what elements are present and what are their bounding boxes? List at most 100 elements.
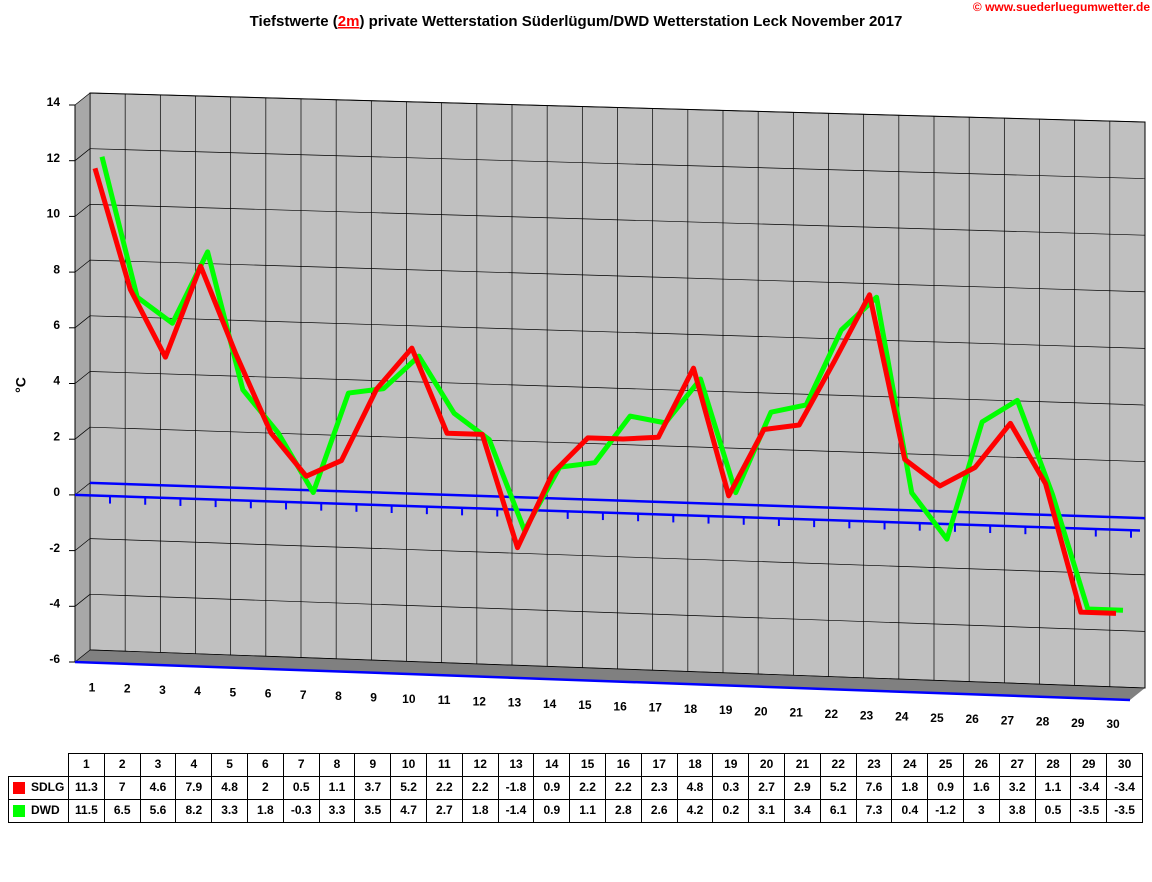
table-value: 7 — [103, 776, 141, 800]
grid-line — [89, 315, 1146, 349]
table-header: 15 — [569, 753, 606, 777]
grid-line — [89, 259, 1146, 293]
table-header: 1 — [68, 753, 105, 777]
zero-axis-front — [74, 493, 1141, 532]
table-header-text: 9 — [369, 757, 377, 771]
table-value: 2.7 — [426, 799, 463, 823]
x-tick-label: 6 — [265, 687, 272, 701]
table-value: 5.6 — [139, 799, 177, 823]
table-value: 2.2 — [426, 776, 463, 800]
table-value: 1.6 — [963, 776, 1000, 800]
y-tick-label: 2 — [53, 429, 60, 443]
wall-grid-line — [74, 482, 91, 496]
x-tick-label: 25 — [930, 711, 944, 725]
grid-line — [89, 426, 1146, 462]
table-value: 3.7 — [354, 776, 392, 800]
x-tick-label: 21 — [789, 706, 803, 720]
table-value-text: 4.2 — [686, 803, 704, 817]
y-tick-label: 0 — [53, 485, 60, 499]
wall-grid-line — [74, 538, 91, 551]
table-value: 2.2 — [605, 776, 642, 800]
table-header-text: 4 — [190, 757, 198, 771]
table-header-text: 16 — [616, 757, 631, 771]
table-value-text: 5.2 — [829, 780, 847, 794]
table-value-text: 3.4 — [794, 803, 811, 817]
table-header-text: 6 — [262, 757, 269, 771]
table-value-text: 0.5 — [1044, 803, 1062, 817]
table-value: 2.7 — [748, 776, 785, 800]
table-header-text: 26 — [974, 757, 989, 771]
x-tick-label: 22 — [825, 707, 839, 721]
table-value: 1.1 — [1034, 776, 1072, 800]
table-header: 25 — [927, 753, 964, 777]
table-value-text: 11.3 — [75, 780, 98, 794]
table-value: -0.3 — [282, 799, 320, 823]
table-value-text: 3.2 — [1008, 780, 1026, 794]
table-value-text: 0.9 — [543, 780, 561, 794]
grid-line — [89, 649, 1146, 689]
table-value: 2.8 — [605, 799, 642, 823]
table-value-text: 2.2 — [615, 780, 632, 794]
x-tick-label: 2 — [124, 682, 131, 696]
table-value-text: 1.1 — [579, 803, 596, 817]
table-header: 3 — [139, 753, 177, 777]
copyright: © www.suederluegumwetter.de — [973, 0, 1150, 14]
x-tick-label: 18 — [684, 702, 698, 716]
table-header: 28 — [1034, 753, 1072, 777]
table-value: 7.6 — [855, 776, 893, 800]
table-value: 4.8 — [676, 776, 714, 800]
grid-line — [89, 538, 1146, 576]
title-prefix: Tiefstwerte ( — [250, 13, 338, 30]
x-tick-label: 28 — [1036, 715, 1050, 729]
y-tick-label: 12 — [47, 151, 61, 165]
table-value: 0.2 — [712, 799, 750, 823]
table-value: 3.1 — [748, 799, 785, 823]
table-value: 2.6 — [640, 799, 678, 823]
x-tick-label: 4 — [194, 684, 201, 698]
x-tick-label: 16 — [613, 699, 627, 713]
table-header: 8 — [318, 753, 356, 777]
legend-entry: SDLG — [8, 776, 69, 800]
table-header-text: 14 — [545, 757, 559, 771]
table-header-text: 19 — [724, 757, 738, 771]
wall-grid-line — [74, 92, 91, 106]
table-value: 2.2 — [461, 776, 499, 800]
x-tick-label: 12 — [473, 694, 487, 708]
x-tick-label: 10 — [402, 692, 416, 706]
table-header: 27 — [998, 753, 1036, 777]
table-header-text: 27 — [1010, 757, 1024, 771]
table-value: -3.4 — [1070, 776, 1108, 800]
x-axis — [74, 660, 1131, 702]
table-header: 20 — [748, 753, 785, 777]
table-header-text: 10 — [401, 757, 416, 771]
table-value-text: 3 — [978, 803, 985, 817]
table-value-text: 1.8 — [257, 803, 274, 817]
wall-grid-line — [74, 594, 91, 607]
table-header-text: 8 — [333, 757, 341, 771]
table-value: 0.5 — [1034, 799, 1072, 823]
table-header-text: 22 — [831, 757, 845, 771]
table-value-text: 2.2 — [436, 780, 453, 794]
wall-grid-line — [74, 315, 91, 329]
x-tick-label: 15 — [578, 698, 592, 712]
y-tick-label: 4 — [53, 374, 60, 388]
table-header-text: 13 — [509, 757, 523, 771]
table-value-text: 2 — [262, 780, 269, 794]
table-value: -1.4 — [497, 799, 535, 823]
table-value-text: 5.2 — [400, 780, 417, 794]
table-header-text: 3 — [154, 757, 162, 771]
table-value: 6.1 — [819, 799, 857, 823]
table-value-text: 3.3 — [328, 803, 346, 817]
table-header: 10 — [390, 753, 427, 777]
table-value-text: 2.2 — [579, 780, 596, 794]
table-value-text: 3.8 — [1008, 803, 1026, 817]
table-value-text: 0.4 — [901, 803, 919, 817]
table-value: -3.4 — [1106, 776, 1143, 800]
table-value: 7.3 — [855, 799, 893, 823]
table-header-text: 2 — [118, 757, 126, 771]
x-tick-label: 13 — [508, 696, 522, 710]
table-header-text: 30 — [1117, 757, 1132, 771]
x-tick-label: 20 — [754, 704, 768, 718]
x-tick-label: 19 — [719, 703, 733, 717]
